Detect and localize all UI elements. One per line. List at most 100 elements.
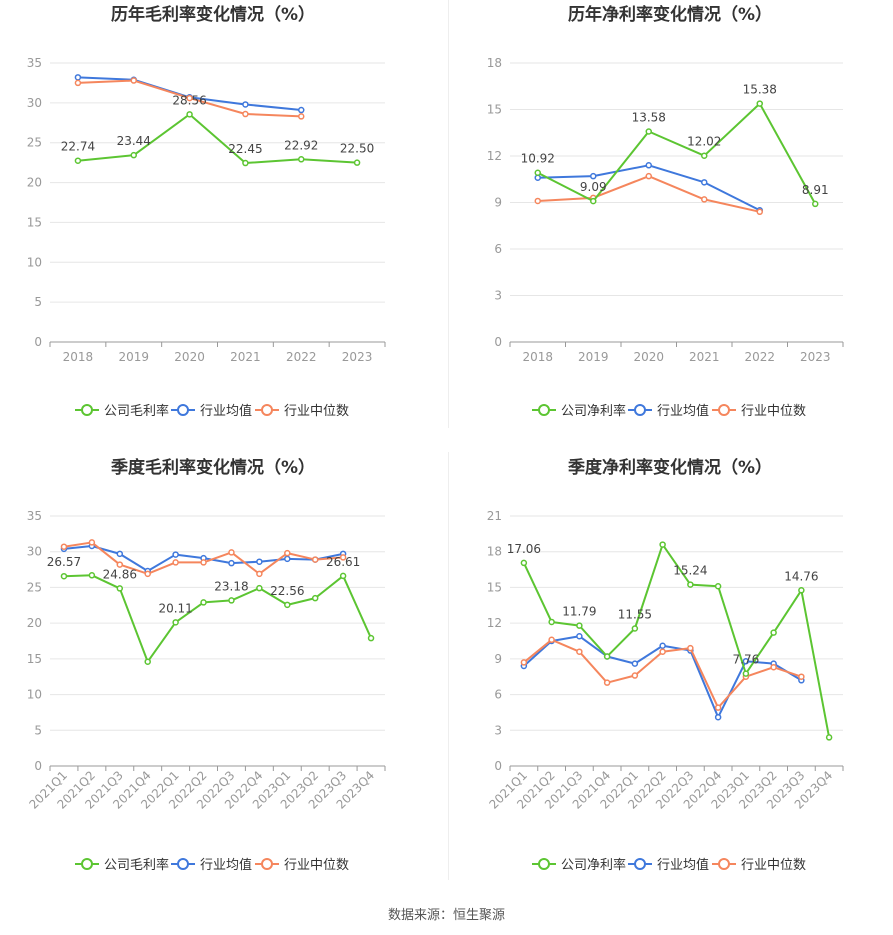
y-tick-label: 3 xyxy=(494,723,502,737)
legend-label: 公司毛利率 xyxy=(104,857,169,873)
x-tick-label: 2019 xyxy=(578,350,609,364)
y-tick-label: 6 xyxy=(494,688,502,702)
data-point-company xyxy=(256,584,263,592)
legend-marker xyxy=(81,858,93,870)
series-industry_avg xyxy=(520,632,805,721)
legend-item-industry_median[interactable]: 行业中位数 xyxy=(255,858,349,873)
legend: 公司净利率 行业均值 行业中位数 xyxy=(532,857,806,873)
data-point-company xyxy=(631,625,639,632)
data-label: 24.86 xyxy=(103,567,137,581)
x-tick-label: 2021 xyxy=(230,350,261,364)
y-tick-label: 20 xyxy=(27,616,42,630)
data-label: 10.92 xyxy=(521,152,555,166)
legend-item-company[interactable]: 公司毛利率 xyxy=(75,403,169,419)
data-point-company xyxy=(116,585,124,592)
y-tick-label: 5 xyxy=(34,295,42,309)
legend-label: 行业中位数 xyxy=(284,404,349,419)
legend-item-industry_median[interactable]: 行业中位数 xyxy=(255,404,349,419)
legend-item-industry_avg[interactable]: 行业均值 xyxy=(628,857,709,873)
y-tick-label: 10 xyxy=(27,688,42,702)
chart-quarterly-gross: 季度毛利率变化情况（%）051015202530352021Q12021Q220… xyxy=(27,457,386,873)
data-point-industry_median xyxy=(200,559,207,566)
x-tick-label: 2018 xyxy=(63,350,94,364)
data-label: 26.57 xyxy=(47,555,81,569)
legend-item-company[interactable]: 公司毛利率 xyxy=(75,857,169,873)
legend: 公司毛利率 行业均值 行业中位数 xyxy=(75,403,349,419)
data-point-company xyxy=(172,619,179,626)
data-label: 15.24 xyxy=(673,564,707,578)
legend-label: 行业均值 xyxy=(200,857,252,873)
data-point-industry_avg xyxy=(742,657,750,665)
series-industry_median xyxy=(520,636,805,711)
y-tick-label: 0 xyxy=(34,335,42,349)
data-point-industry_median xyxy=(631,672,639,679)
data-point-company xyxy=(534,169,541,176)
chart-annual-net: 历年净利率变化情况（%） 0 3 6 9 12 15 18 2018 2019 2020 2021 20… xyxy=(487,4,844,419)
data-point-company xyxy=(242,159,249,167)
data-label: 22.45 xyxy=(228,142,262,156)
data-point-industry_median xyxy=(576,648,583,655)
data-label: 20.11 xyxy=(158,601,192,615)
data-point-industry_avg xyxy=(659,642,666,650)
data-label: 22.74 xyxy=(61,140,95,154)
chart-annual-gross: 历年毛利率变化情况（%） 0 5 10 15 20 25 30 35 2018 2019 2020 20… xyxy=(27,4,386,419)
data-point-industry_median xyxy=(311,556,319,563)
y-tick-label: 25 xyxy=(27,136,42,150)
data-label: 12.02 xyxy=(687,135,721,149)
legend-item-company[interactable]: 公司净利率 xyxy=(532,403,626,419)
data-point-company xyxy=(576,622,583,629)
data-point-industry_median xyxy=(298,113,305,120)
series-industry_median xyxy=(74,77,305,120)
y-tick-label: 9 xyxy=(494,652,502,666)
data-label: 22.56 xyxy=(270,584,304,598)
data-point-industry_avg xyxy=(701,179,708,186)
chart-title: 季度净利率变化情况（%） xyxy=(568,457,772,478)
data-point-industry_median xyxy=(130,77,137,84)
data-point-industry_avg xyxy=(228,559,235,567)
legend-item-industry_avg[interactable]: 行业均值 xyxy=(171,857,252,873)
legend-label: 行业中位数 xyxy=(741,858,806,873)
x-tick-label: 2022 xyxy=(286,350,317,364)
y-tick-label: 35 xyxy=(27,509,42,523)
legend-item-industry_median[interactable]: 行业中位数 xyxy=(712,404,806,419)
y-tick-label: 21 xyxy=(487,509,502,523)
data-point-company xyxy=(812,200,819,208)
data-label: 11.55 xyxy=(618,608,652,622)
y-tick-label: 10 xyxy=(27,255,42,269)
y-tick-label: 0 xyxy=(494,335,502,349)
legend-item-company[interactable]: 公司净利率 xyxy=(532,857,626,873)
data-label: 7.76 xyxy=(733,653,760,667)
y-tick-label: 15 xyxy=(27,215,42,229)
vertical-divider-top xyxy=(448,0,449,428)
data-point-industry_avg xyxy=(74,74,82,81)
data-point-company xyxy=(339,572,347,580)
y-tick-label: 18 xyxy=(487,56,502,70)
data-point-industry_median xyxy=(548,636,555,644)
legend-item-industry_avg[interactable]: 行业均值 xyxy=(171,403,252,419)
x-tick-label: 2023 xyxy=(800,350,831,364)
y-tick-label: 20 xyxy=(27,176,42,190)
y-tick-label: 15 xyxy=(27,652,42,666)
data-point-industry_median xyxy=(770,663,777,671)
data-point-company xyxy=(200,599,207,606)
data-point-company xyxy=(353,159,361,166)
data-point-industry_median xyxy=(172,559,179,566)
legend-item-industry_median[interactable]: 行业中位数 xyxy=(712,858,806,873)
legend-item-industry_avg[interactable]: 行业均值 xyxy=(628,403,709,419)
legend-label: 行业中位数 xyxy=(284,858,349,873)
data-label: 14.76 xyxy=(784,569,818,583)
legend-label: 公司净利率 xyxy=(561,857,626,873)
data-point-industry_median xyxy=(88,539,96,546)
series-company: 17.06 11.79 11.55 15.24 7.76 14.76 xyxy=(507,541,833,741)
legend-marker xyxy=(538,404,550,416)
data-point-industry_median xyxy=(228,549,235,556)
data-point-company xyxy=(798,587,805,594)
legend-marker xyxy=(718,858,730,870)
data-point-industry_median xyxy=(284,549,291,557)
data-point-company xyxy=(228,597,235,604)
data-point-company xyxy=(756,100,763,107)
data-point-industry_avg xyxy=(714,713,722,721)
data-point-industry_avg xyxy=(256,558,263,565)
x-tick-label: 2020 xyxy=(633,350,664,364)
data-point-industry_median xyxy=(534,197,541,205)
